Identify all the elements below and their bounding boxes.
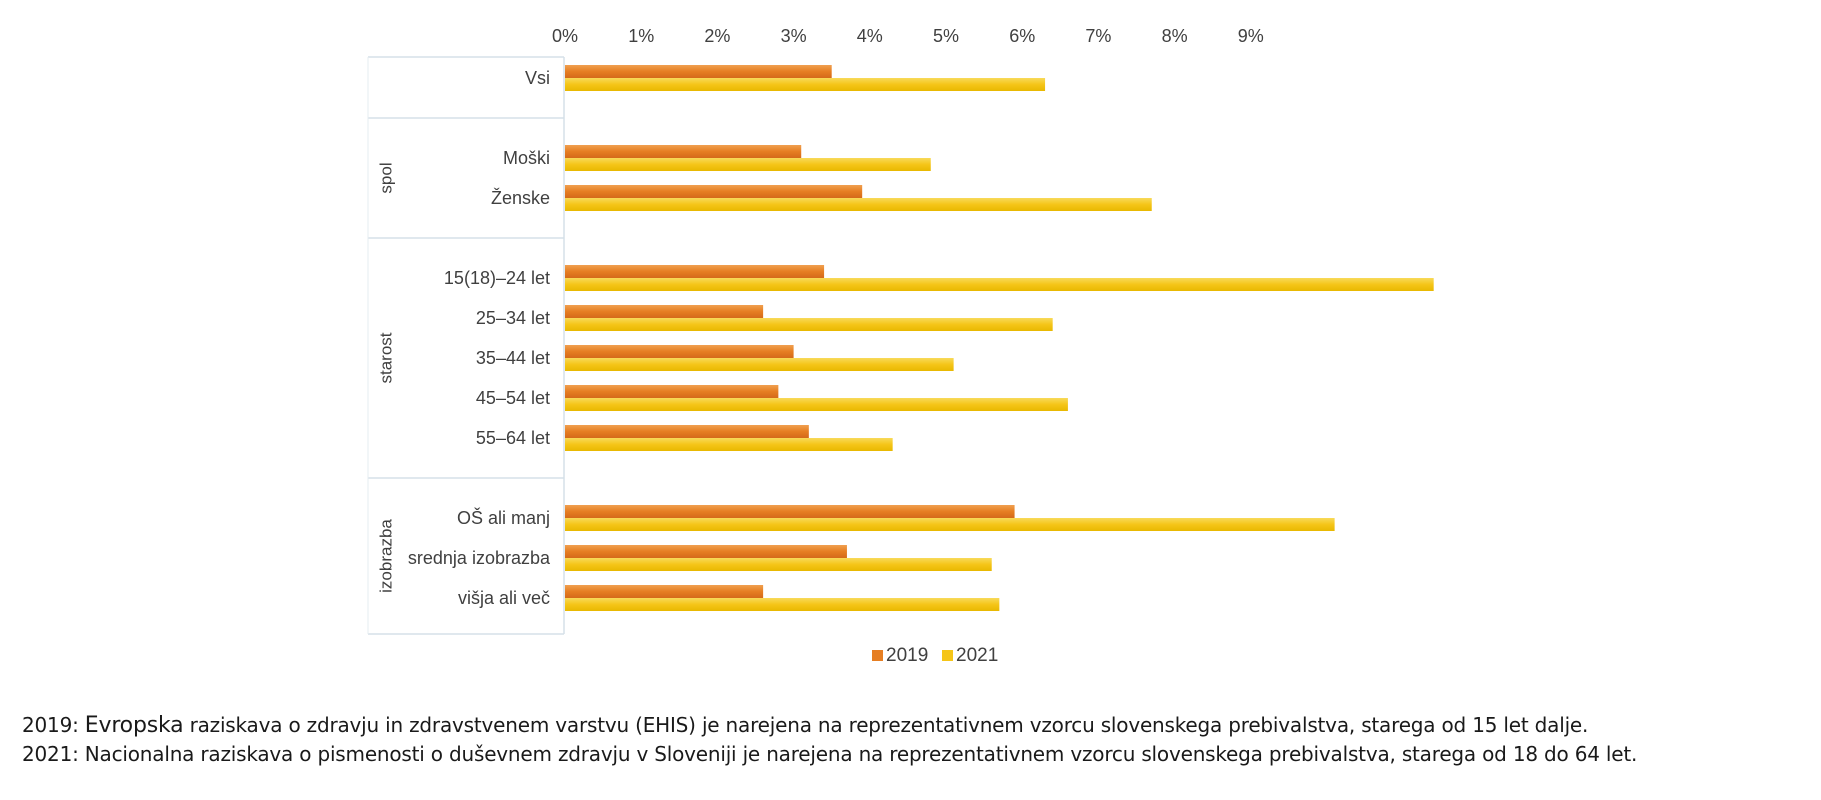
bar-2021: [565, 398, 1068, 411]
category-label: Ženske: [491, 188, 550, 208]
footnote-2019-prefix: 2019:: [22, 713, 85, 737]
category-label: višja ali več: [458, 588, 550, 608]
bar-2021: [565, 438, 893, 451]
category-labels: Vsi Moški Ženske 15(18)–24 let 25–34 let 35–4…: [408, 68, 551, 608]
x-tick-label: 7%: [1085, 26, 1111, 46]
bar-2021: [565, 598, 1000, 611]
legend-label: 2021: [956, 645, 998, 666]
category-label: 45–54 let: [476, 388, 550, 408]
footnote-2021: 2021: Nacionalna raziskava o pismenosti …: [22, 742, 1638, 766]
x-tick-label: 1%: [628, 26, 654, 46]
bar-2019: [565, 545, 847, 558]
bar-2021: [565, 158, 931, 171]
footnote-2019: 2019: Evropska raziskava o zdravju in zd…: [22, 711, 1812, 740]
category-label: 55–64 let: [476, 428, 550, 448]
category-label: srednja izobrazba: [408, 548, 551, 568]
bar-2019: [565, 585, 764, 598]
legend: 2019 2021: [872, 645, 998, 666]
bar-2021: [565, 358, 954, 371]
bar-2021: [565, 318, 1053, 331]
bar-2019: [565, 145, 802, 158]
bar-2019: [565, 345, 794, 358]
bar-2019: [565, 65, 832, 78]
bar-chart: 0% 1% 2% 3% 4% 5% 6% 7% 8% 9% spol starost izobrazb…: [367, 26, 1434, 666]
x-tick-label: 3%: [781, 26, 807, 46]
category-label: 35–44 let: [476, 348, 550, 368]
footnotes: 2019: Evropska raziskava o zdravju in zd…: [22, 711, 1812, 769]
category-label: Moški: [503, 148, 550, 168]
bar-2019: [565, 305, 764, 318]
group-label: starost: [376, 332, 395, 383]
x-tick-label: 6%: [1009, 26, 1035, 46]
x-tick-label: 4%: [857, 26, 883, 46]
category-label: OŠ ali manj: [457, 507, 550, 528]
footnote-2019-lead: Evropska: [84, 713, 184, 738]
group-label: spol: [376, 162, 395, 193]
x-tick-label: 5%: [933, 26, 959, 46]
category-label: Vsi: [525, 68, 550, 88]
bar-2021: [565, 278, 1434, 291]
group-labels: spol starost izobrazba: [376, 162, 395, 592]
footnote-2019-text: raziskava o zdravju in zdravstvenem vars…: [183, 713, 1589, 737]
x-tick-label: 8%: [1162, 26, 1188, 46]
bar-2019: [565, 425, 809, 438]
category-label: 25–34 let: [476, 308, 550, 328]
x-tick-label: 0%: [552, 26, 578, 46]
x-axis-ticks: 0% 1% 2% 3% 4% 5% 6% 7% 8% 9%: [552, 26, 1264, 46]
bar-2019: [565, 385, 779, 398]
group-label: izobrazba: [376, 519, 395, 593]
bar-2021: [565, 78, 1046, 91]
legend-label: 2019: [886, 645, 928, 666]
category-label: 15(18)–24 let: [444, 268, 550, 288]
bar-2021: [565, 198, 1152, 211]
bar-2021: [565, 558, 992, 571]
category-axis-frame: [367, 56, 565, 635]
legend-swatch: [872, 650, 883, 661]
bars: [565, 65, 1434, 611]
legend-swatch: [942, 650, 953, 661]
bar-2019: [565, 505, 1015, 518]
x-tick-label: 9%: [1238, 26, 1264, 46]
bar-2021: [565, 518, 1335, 531]
x-tick-label: 2%: [704, 26, 730, 46]
bar-2019: [565, 265, 825, 278]
bar-2019: [565, 185, 863, 198]
